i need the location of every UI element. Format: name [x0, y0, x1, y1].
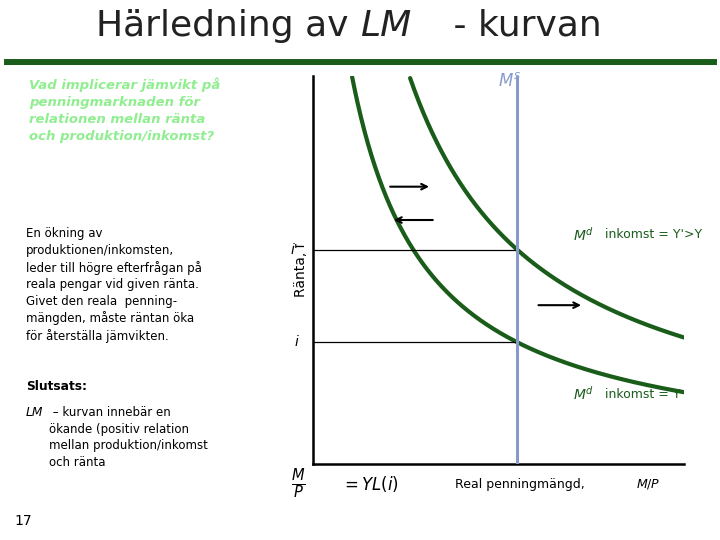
Text: $\it{M/P}$: $\it{M/P}$ [636, 477, 661, 491]
Text: $\frac{M}{P}$: $\frac{M}{P}$ [291, 467, 305, 501]
Y-axis label: Ränta, i: Ränta, i [294, 243, 307, 297]
Text: LM: LM [26, 407, 44, 420]
Text: En ökning av
produktionen/inkomsten,
leder till högre efterfrågan på
reala penga: En ökning av produktionen/inkomsten, led… [26, 227, 202, 343]
Text: Härledning av: Härledning av [96, 9, 360, 43]
Text: $M^s$: $M^s$ [498, 72, 521, 90]
Text: i': i' [291, 242, 298, 256]
Text: $= YL(i)$: $= YL(i)$ [341, 474, 399, 494]
Text: – kurvan innebär en
ökande (positiv relation
mellan produktion/inkomst
och ränta: – kurvan innebär en ökande (positiv rela… [49, 407, 208, 469]
Text: $M^d$: $M^d$ [573, 226, 594, 244]
Text: Real penningmängd,: Real penningmängd, [455, 477, 589, 490]
Text: inkomst = Y'>Y: inkomst = Y'>Y [600, 228, 702, 241]
Text: LM: LM [360, 9, 411, 43]
Text: Vad implicerar jämvikt på
penningmarknaden för
relationen mellan ränta
och produ: Vad implicerar jämvikt på penningmarknad… [29, 77, 220, 143]
Text: - kurvan: - kurvan [442, 9, 602, 43]
Text: Slutsats:: Slutsats: [26, 381, 87, 394]
Text: inkomst = Y: inkomst = Y [600, 388, 680, 401]
Text: 17: 17 [14, 514, 32, 528]
Text: $M^d$: $M^d$ [573, 385, 594, 403]
Text: i: i [294, 335, 298, 349]
